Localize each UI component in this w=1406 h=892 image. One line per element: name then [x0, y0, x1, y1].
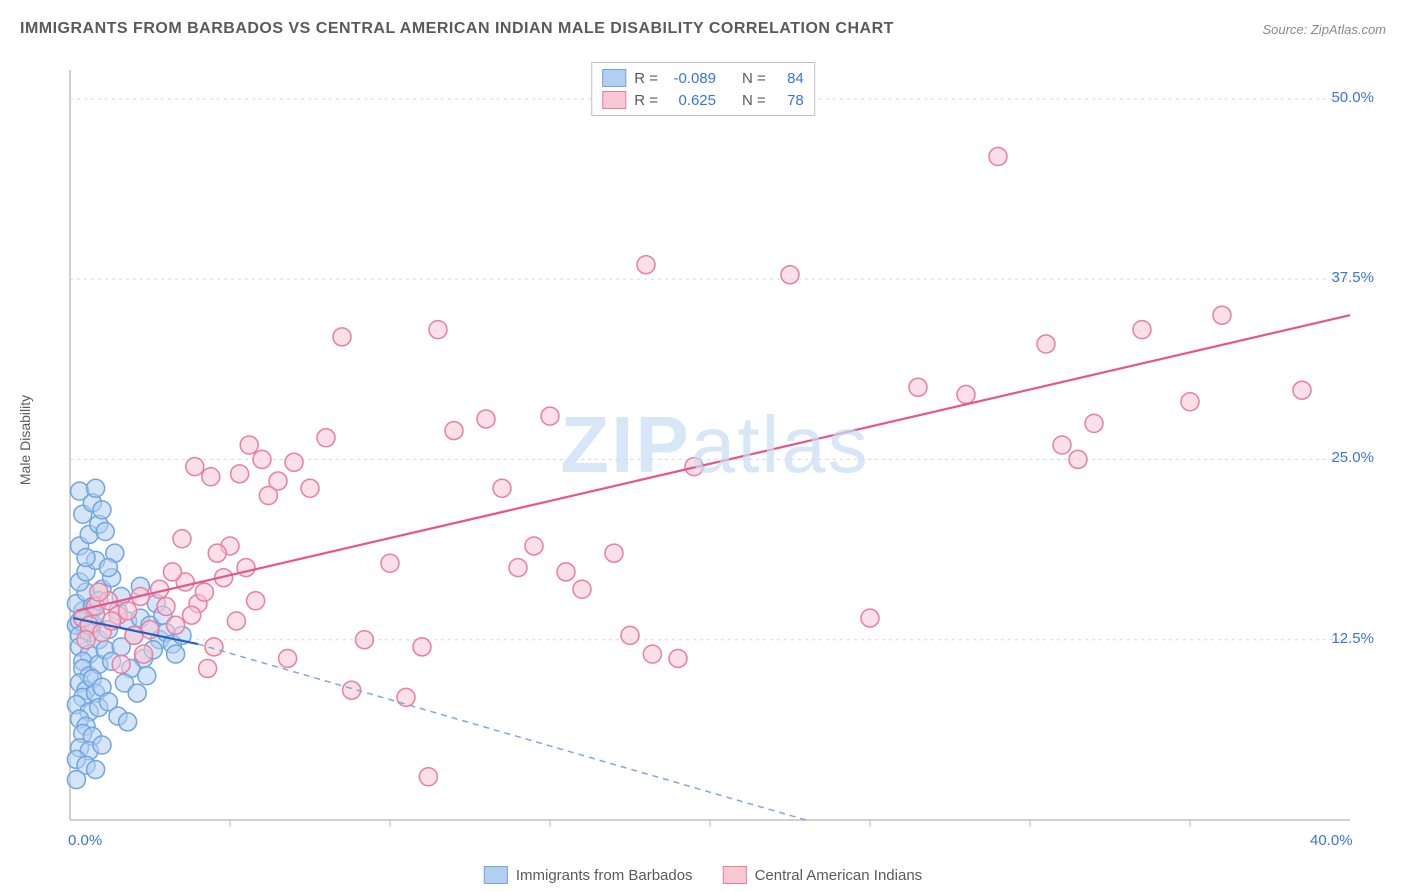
- x-tick-label: 40.0%: [1310, 832, 1353, 849]
- legend-swatch: [484, 866, 508, 884]
- y-tick-label: 25.0%: [1331, 449, 1374, 466]
- chart-svg: [50, 60, 1380, 830]
- chart-title: IMMIGRANTS FROM BARBADOS VS CENTRAL AMER…: [20, 20, 894, 38]
- legend-swatch: [602, 91, 626, 109]
- n-label: N =: [742, 92, 766, 109]
- chart-header: IMMIGRANTS FROM BARBADOS VS CENTRAL AMER…: [20, 20, 1386, 38]
- legend-swatch: [602, 69, 626, 87]
- legend-label: Immigrants from Barbados: [516, 867, 693, 884]
- y-tick-label: 12.5%: [1331, 630, 1374, 647]
- r-label: R =: [634, 92, 658, 109]
- n-value: 78: [774, 92, 804, 109]
- legend-stat-row: R = -0.089 N = 84: [602, 67, 804, 89]
- source-attribution: Source: ZipAtlas.com: [1262, 22, 1386, 37]
- r-label: R =: [634, 70, 658, 87]
- n-value: 84: [774, 70, 804, 87]
- x-tick-label: 0.0%: [68, 832, 102, 849]
- chart-plot-area: ZIPatlas 12.5%25.0%37.5%50.0% 0.0%40.0%: [50, 60, 1380, 830]
- y-axis-label: Male Disability: [17, 395, 33, 485]
- legend-item: Central American Indians: [723, 866, 923, 884]
- legend-label: Central American Indians: [755, 867, 923, 884]
- r-value: 0.625: [666, 92, 716, 109]
- legend-bottom: Immigrants from Barbados Central American…: [484, 866, 922, 884]
- legend-swatch: [723, 866, 747, 884]
- r-value: -0.089: [666, 70, 716, 87]
- y-tick-label: 37.5%: [1331, 269, 1374, 286]
- legend-stat-row: R = 0.625 N = 78: [602, 89, 804, 111]
- y-tick-label: 50.0%: [1331, 89, 1374, 106]
- legend-item: Immigrants from Barbados: [484, 866, 693, 884]
- n-label: N =: [742, 70, 766, 87]
- legend-stats-box: R = -0.089 N = 84 R = 0.625 N = 78: [591, 62, 815, 116]
